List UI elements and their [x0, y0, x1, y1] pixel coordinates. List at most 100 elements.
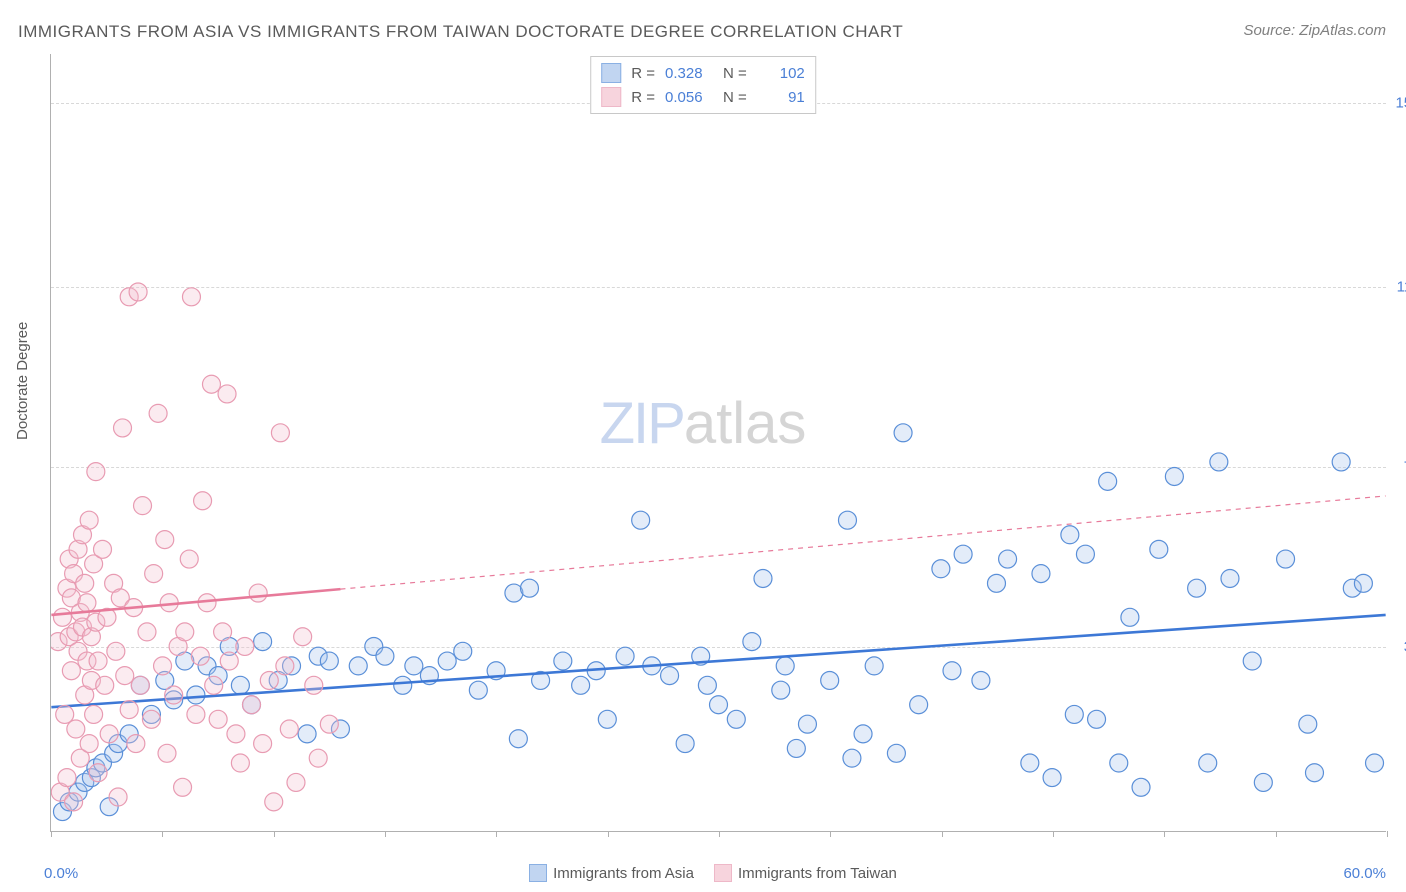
scatter-point — [62, 662, 80, 680]
scatter-point — [943, 662, 961, 680]
legend-row: R =0.056N =91 — [601, 85, 805, 109]
scatter-point — [154, 657, 172, 675]
scatter-point — [1254, 773, 1272, 791]
scatter-point — [438, 652, 456, 670]
x-tick — [608, 831, 609, 837]
chart-svg — [51, 54, 1386, 831]
scatter-point — [231, 676, 249, 694]
scatter-point — [85, 705, 103, 723]
scatter-point — [276, 657, 294, 675]
legend-n-value: 91 — [757, 89, 805, 106]
scatter-point — [1243, 652, 1261, 670]
scatter-point — [142, 710, 160, 728]
scatter-point — [129, 283, 147, 301]
x-tick — [1387, 831, 1388, 837]
legend-n-label: N = — [723, 89, 747, 106]
legend-swatch — [601, 87, 621, 107]
scatter-point — [1065, 705, 1083, 723]
scatter-point — [1061, 526, 1079, 544]
scatter-point — [156, 531, 174, 549]
x-tick — [1164, 831, 1165, 837]
legend-series-name: Immigrants from Asia — [553, 865, 694, 882]
scatter-point — [187, 686, 205, 704]
scatter-point — [180, 550, 198, 568]
scatter-point — [1210, 453, 1228, 471]
scatter-point — [754, 569, 772, 587]
scatter-point — [243, 696, 261, 714]
scatter-point — [676, 735, 694, 753]
scatter-point — [294, 628, 312, 646]
scatter-point — [94, 540, 112, 558]
scatter-point — [743, 633, 761, 651]
scatter-point — [89, 764, 107, 782]
scatter-point — [80, 735, 98, 753]
scatter-point — [1354, 574, 1372, 592]
scatter-point — [254, 633, 272, 651]
scatter-point — [865, 657, 883, 675]
scatter-point — [598, 710, 616, 728]
scatter-point — [89, 652, 107, 670]
legend-series-name: Immigrants from Taiwan — [738, 865, 897, 882]
legend-r-value: 0.056 — [665, 89, 713, 106]
scatter-point — [214, 623, 232, 641]
scatter-point — [1132, 778, 1150, 796]
legend-n-label: N = — [723, 65, 747, 82]
scatter-point — [187, 705, 205, 723]
scatter-point — [260, 671, 278, 689]
scatter-point — [572, 676, 590, 694]
y-tick-label: 11.2% — [1390, 279, 1406, 296]
scatter-point — [236, 637, 254, 655]
scatter-point — [698, 676, 716, 694]
y-tick-label: 15.0% — [1390, 94, 1406, 111]
x-tick — [162, 831, 163, 837]
scatter-point — [394, 676, 412, 694]
legend-swatch — [529, 864, 547, 882]
scatter-point — [838, 511, 856, 529]
scatter-point — [1277, 550, 1295, 568]
scatter-point — [165, 686, 183, 704]
scatter-point — [1188, 579, 1206, 597]
scatter-point — [509, 730, 527, 748]
trend-line — [51, 615, 1385, 707]
scatter-point — [661, 667, 679, 685]
scatter-point — [972, 671, 990, 689]
scatter-point — [202, 375, 220, 393]
scatter-point — [176, 623, 194, 641]
x-tick — [1276, 831, 1277, 837]
scatter-point — [454, 642, 472, 660]
scatter-point — [191, 647, 209, 665]
scatter-point — [265, 793, 283, 811]
scatter-point — [120, 701, 138, 719]
x-tick — [51, 831, 52, 837]
scatter-point — [999, 550, 1017, 568]
y-axis-label: Doctorate Degree — [14, 322, 31, 440]
scatter-point — [821, 671, 839, 689]
scatter-point — [174, 778, 192, 796]
scatter-point — [78, 594, 96, 612]
scatter-point — [1043, 769, 1061, 787]
scatter-point — [218, 385, 236, 403]
legend-r-label: R = — [631, 65, 655, 82]
scatter-point — [298, 725, 316, 743]
scatter-point — [1366, 754, 1384, 772]
scatter-point — [1221, 569, 1239, 587]
legend-swatch — [714, 864, 732, 882]
scatter-point — [220, 652, 238, 670]
scatter-point — [843, 749, 861, 767]
scatter-point — [131, 676, 149, 694]
scatter-point — [787, 739, 805, 757]
scatter-point — [554, 652, 572, 670]
scatter-point — [305, 676, 323, 694]
scatter-point — [254, 735, 272, 753]
scatter-point — [65, 793, 83, 811]
scatter-point — [772, 681, 790, 699]
scatter-point — [205, 676, 223, 694]
scatter-point — [1332, 453, 1350, 471]
scatter-point — [80, 511, 98, 529]
series-legend: Immigrants from Asia Immigrants from Taiw… — [0, 864, 1406, 882]
scatter-point — [616, 647, 634, 665]
scatter-point — [194, 492, 212, 510]
source-attribution: Source: ZipAtlas.com — [1243, 22, 1386, 39]
scatter-point — [107, 642, 125, 660]
scatter-point — [987, 574, 1005, 592]
